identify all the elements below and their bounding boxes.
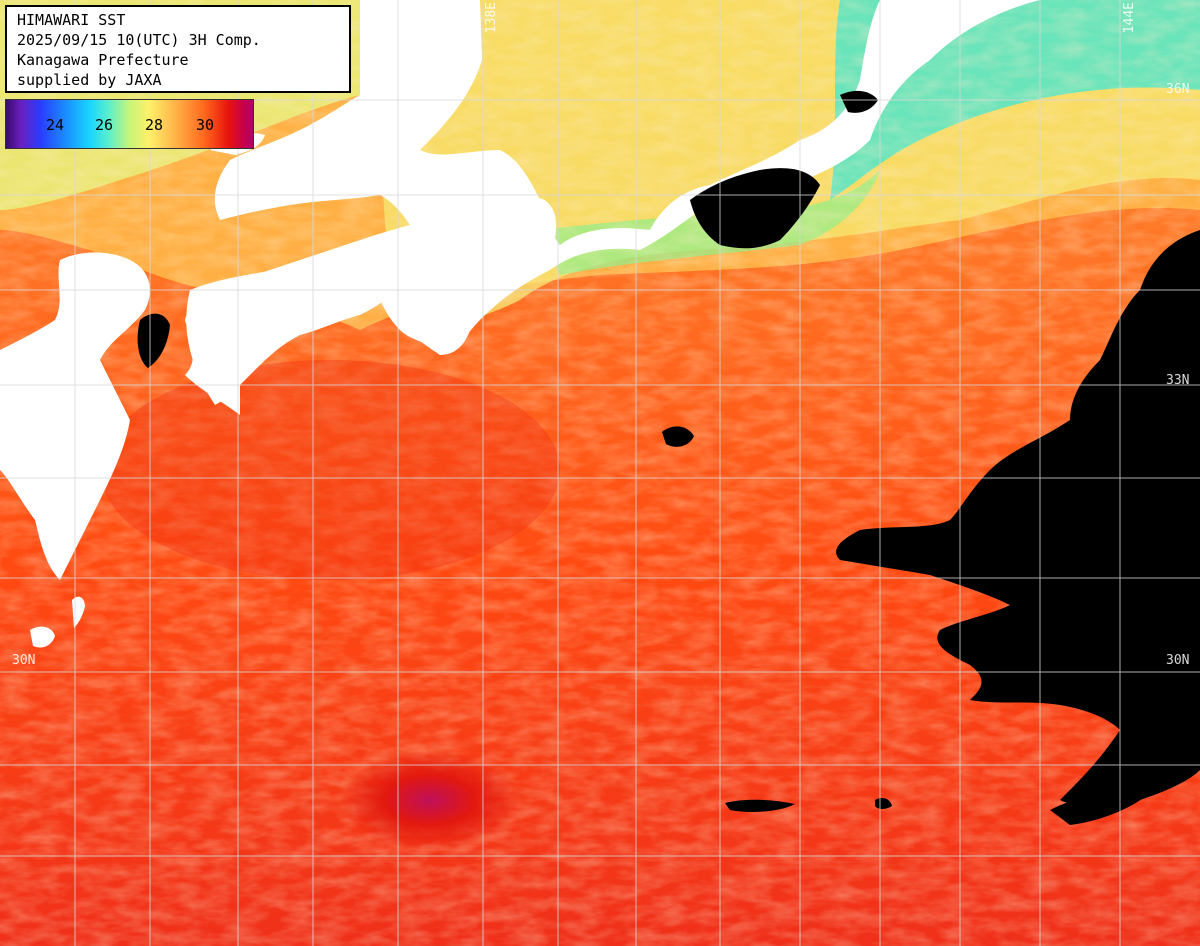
hot-spot [340,750,520,850]
legend-tick-30: 30 [196,116,215,134]
lon-label-138e: 138E [484,2,499,34]
hot-band [100,360,560,580]
land-shikoku [186,262,400,405]
title-box: HIMAWARI SST 2025/09/15 10(UTC) 3H Comp.… [5,5,351,93]
cloud-east [836,230,1200,806]
cloud-streak-b [1050,780,1160,825]
title-line-datetime: 2025/09/15 10(UTC) 3H Comp. [17,31,261,49]
legend-tick-28: 28 [145,116,164,134]
title-line-product: HIMAWARI SST [17,11,126,29]
cloud-streak-c [875,798,892,809]
land-kii [396,230,470,355]
land-izu [530,198,557,255]
cloud-bungo [137,313,170,368]
cloud-south-small [662,426,694,447]
lat-label-30n-left: 30N [12,653,36,668]
cloud-north-coast [840,90,878,113]
legend-tick-26: 26 [95,116,114,134]
color-scale-legend: 24 26 28 30 [5,99,254,149]
lat-label-30n-right: 30N [1166,653,1190,668]
lat-label-36n-right: 36N [1166,82,1190,97]
legend-tick-24: 24 [46,116,65,134]
land-island-b [30,626,55,648]
cloud-tokyo [690,168,820,249]
title-line-agency: Kanagawa Prefecture [17,51,189,69]
cloud-streak-a [725,799,795,812]
lon-label-144e: 144E [1122,2,1137,34]
lat-label-33n-right: 33N [1166,373,1190,388]
title-line-source: supplied by JAXA [17,71,162,89]
